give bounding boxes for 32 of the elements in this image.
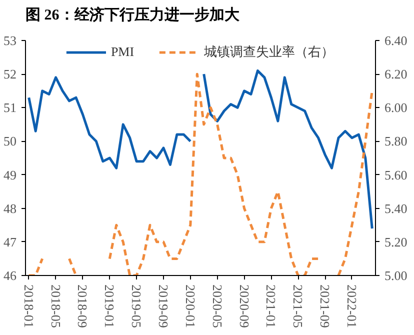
x-tick-label: 2020-01 [182,284,198,328]
x-tick-label: 2019-01 [102,284,118,328]
y2-tick-label: 6.00 [384,100,408,116]
x-tick-label: 2022-01 [344,284,360,328]
y2-tick-label: 6.40 [384,33,408,48]
chart-title: 图 26：经济下行压力进一步加大 [26,6,240,24]
x-tick-label: 2018-01 [21,284,36,328]
x-tick-label: 2021-01 [264,284,279,328]
y2-tick-label: 6.20 [384,66,408,82]
y2-tick-label: 5.40 [384,200,408,216]
x-tick-label: 2018-05 [48,284,64,328]
y-tick-label: 49 [4,167,16,182]
legend-label: 城镇调查失业率（右） [204,43,334,61]
x-tick-label: 2019-05 [129,284,144,328]
x-tick-label: 2021-05 [290,284,306,328]
y-tick-label: 46 [4,268,17,283]
y-tick-label: 52 [4,66,16,82]
y-tick-label: 47 [4,234,17,250]
y2-tick-label: 5.00 [384,268,408,283]
y-tick-label: 51 [4,100,16,116]
y2-tick-label: 5.20 [384,234,408,250]
x-tick-label: 2021-09 [318,284,333,328]
y-tick-label: 48 [4,200,16,216]
x-tick-label: 2019-09 [156,284,171,328]
x-tick-label: 2020-09 [236,284,252,328]
y-tick-label: 53 [4,33,16,48]
x-tick-label: 2018-09 [75,284,90,328]
x-tick-label: 2020-05 [210,284,225,328]
legend-label: PMI [110,44,134,60]
y2-tick-label: 5.60 [384,167,408,182]
y-tick-label: 50 [4,134,16,149]
y2-tick-label: 5.80 [384,134,408,149]
